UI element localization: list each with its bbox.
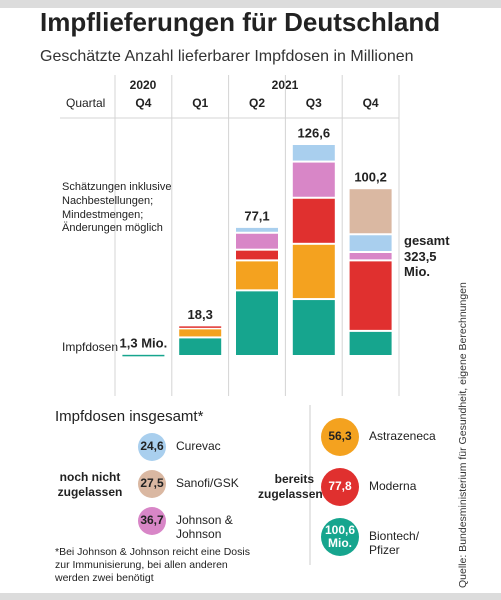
- x-tick-label: Q2: [249, 96, 265, 110]
- legend-title: Impfdosen insgesamt*: [55, 408, 204, 425]
- bottom-band: [0, 593, 501, 600]
- legend-value: 36,7: [140, 513, 164, 528]
- source: Quelle: Bundesministerium für Gesundheit…: [457, 282, 469, 588]
- total-label: 18,3: [188, 307, 213, 322]
- x-tick-label: Q4: [363, 96, 379, 110]
- legend-swatch: [138, 507, 166, 535]
- bar-segment: [349, 189, 392, 234]
- legend-name: Biontech/ Pfizer: [369, 529, 420, 558]
- bar-segment: [349, 253, 392, 260]
- bar-segment: [292, 162, 335, 197]
- bar-segment: [349, 261, 392, 330]
- bar-segment: [292, 244, 335, 299]
- bar-segment: [236, 227, 278, 232]
- bar-segment: [179, 326, 222, 328]
- legend-name: Sanofi/GSK: [176, 476, 239, 490]
- top-band: [0, 0, 501, 8]
- x-tick-label: Q3: [306, 96, 322, 110]
- legend-value: 100,6 Mio.: [324, 522, 356, 550]
- bar-segment: [179, 329, 222, 337]
- legend-name: Curevac: [176, 439, 221, 453]
- bar-segment: [122, 354, 165, 357]
- total-label: 77,1: [244, 208, 269, 223]
- bar-segment: [292, 300, 335, 355]
- bar-segment: [179, 338, 222, 355]
- legend-value: 77,8: [328, 479, 352, 494]
- legend-value: 56,3: [328, 429, 352, 444]
- bar-segment: [236, 291, 278, 355]
- x-tick-label: Q4: [135, 96, 151, 110]
- footnote: *Bei Johnson & Johnson reicht eine Dosis…: [55, 546, 250, 585]
- legend-swatch: [321, 518, 359, 556]
- grand-total: gesamt 323,5 Mio.: [404, 233, 450, 280]
- legend-swatch: [138, 433, 166, 461]
- group-label: noch nicht zugelassen: [57, 470, 123, 499]
- legend-swatch: [321, 418, 359, 456]
- legend-swatch: [138, 470, 166, 498]
- legend-value: 24,6: [140, 439, 164, 454]
- total-label: 1,3 Mio.: [120, 335, 168, 350]
- legend-swatch: [321, 468, 359, 506]
- chart-title: Impflieferungen für Deutschland: [40, 7, 440, 37]
- annotation: Schätzungen inklusive Nachbestellungen; …: [62, 181, 172, 235]
- bar-segment: [236, 261, 278, 290]
- total-label: 100,2: [354, 170, 387, 185]
- bar-segment: [236, 250, 278, 260]
- legend-name: Astrazeneca: [369, 429, 436, 443]
- legend-value: 27,5: [140, 476, 164, 491]
- legend-name: Johnson & Johnson: [176, 513, 233, 542]
- total-label: 126,6: [298, 125, 331, 140]
- year-label: 2020: [130, 78, 157, 92]
- legend-name: Moderna: [369, 479, 417, 493]
- bar-segment: [349, 235, 392, 252]
- bar-segment: [349, 331, 392, 355]
- x-tick-label: Q1: [192, 96, 208, 110]
- chart-subtitle: Geschätzte Anzahl lieferbarer Impfdosen …: [40, 48, 414, 65]
- group-label: bereits zugelassen: [258, 472, 323, 501]
- baseline-label: Impfdosen: [62, 340, 118, 354]
- bar-segment: [292, 145, 335, 161]
- bar-segment: [236, 233, 278, 249]
- period-label: Quartal: [66, 96, 105, 110]
- bar-segment: [292, 198, 335, 243]
